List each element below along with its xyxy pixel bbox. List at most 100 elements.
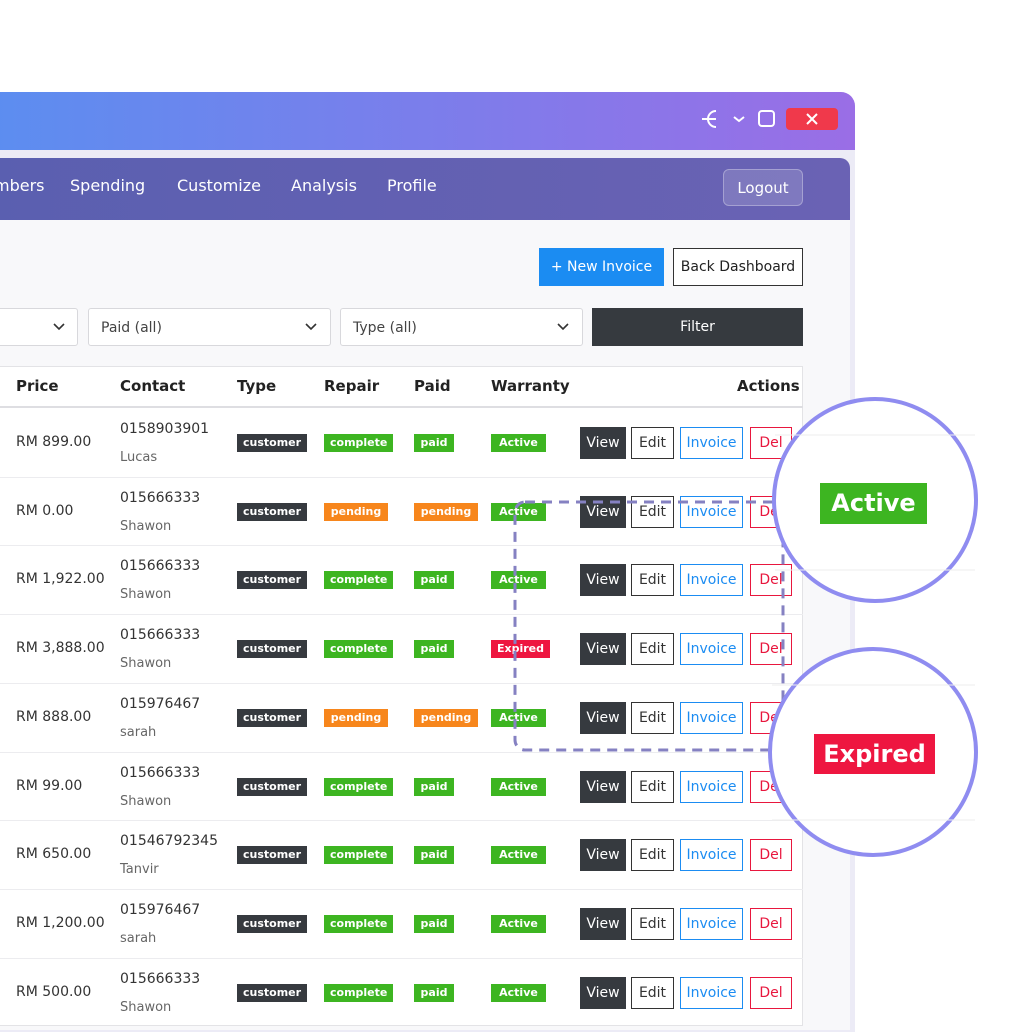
status-badge: customer [237,846,308,865]
status-badge: paid [414,434,454,452]
status-badge: complete [324,846,394,865]
status-badge: paid [414,640,454,659]
nav-item[interactable]: mbers [0,176,45,195]
price-cell: RM 3,888.00 [16,640,105,657]
nav-item[interactable]: Profile [387,176,437,195]
action-button[interactable]: Del [750,633,792,666]
status-badge: Active [491,434,546,452]
status-badge: customer [237,777,308,796]
filter-button[interactable]: Filter [592,308,803,346]
status-badge: pending [414,502,478,521]
contact-name: Shawon [120,656,172,672]
action-button[interactable]: Del [750,907,792,940]
contact-phone: 015666333 [120,764,201,781]
nav-item[interactable]: Customize [177,176,261,195]
action-button[interactable]: View [580,564,626,597]
status-badge: paid [414,777,454,796]
action-button[interactable]: Del [750,976,792,1009]
status-badge: Active [491,914,546,933]
action-button[interactable]: View [580,770,626,803]
action-button[interactable]: Invoice [680,427,743,459]
title-bar [0,92,855,150]
maximize-icon[interactable] [758,110,775,127]
action-button[interactable]: Edit [631,427,674,459]
table-header: Warranty [491,377,570,395]
table-header: Price [16,377,59,395]
contact-phone: 015666333 [120,970,201,987]
callout-badge: Expired [814,734,935,774]
action-button[interactable]: View [580,427,626,459]
select-arrow [557,323,569,331]
filter-select[interactable]: Type (all) [340,308,583,346]
price-cell: RM 0.00 [16,502,74,519]
status-badge: complete [324,777,394,796]
action-button[interactable]: View [580,839,626,872]
row-border [0,957,803,959]
contact-name: Shawon [120,587,172,603]
row-border [0,545,803,547]
status-badge: Expired [491,640,551,659]
minimize-icon[interactable] [733,116,745,123]
status-badge: customer [237,640,308,659]
action-button[interactable]: Invoice [680,770,743,803]
action-button[interactable]: Edit [631,633,674,666]
status-badge: pending [324,708,388,727]
status-badge: Active [491,846,546,865]
action-button[interactable]: Invoice [680,633,743,666]
action-button[interactable]: Edit [631,770,674,803]
nav-item[interactable]: Spending [70,176,146,195]
action-button[interactable]: View [580,976,626,1009]
back-dashboard-button[interactable]: Back Dashboard [673,248,803,286]
price-cell: RM 1,922.00 [16,571,105,588]
new-invoice-button[interactable]: + New Invoice [539,248,664,286]
contact-phone: 015976467 [120,695,201,712]
status-badge: complete [324,571,394,590]
action-button[interactable]: View [580,701,626,734]
contact-name: Shawon [120,793,172,809]
table-header: Actions [737,377,800,395]
select-empty[interactable] [0,308,78,346]
status-badge: paid [414,571,454,590]
select-arrow [53,323,65,331]
action-button[interactable]: Edit [631,976,674,1009]
price-cell: RM 1,200.00 [16,914,105,931]
status-badge: complete [324,914,394,933]
status-badge: customer [237,708,308,727]
action-button[interactable]: Edit [631,701,674,734]
logout-button[interactable]: Logout [723,169,803,206]
nav-item[interactable]: Analysis [291,176,357,195]
status-badge: customer [237,983,308,1002]
contact-name: Shawon [120,518,172,534]
action-button[interactable]: Del [750,839,792,872]
action-button[interactable]: Invoice [680,701,743,734]
theme-icon[interactable] [702,110,717,128]
action-button[interactable]: View [580,907,626,940]
select-arrow [305,323,317,331]
action-button[interactable]: Invoice [680,564,743,597]
price-cell: RM 99.00 [16,777,83,794]
row-border [0,614,803,616]
contact-phone: 015976467 [120,901,201,918]
highlight-box [513,500,785,752]
status-badge: paid [414,846,454,865]
status-badge: Active [491,502,546,521]
action-button[interactable]: Edit [631,564,674,597]
contact-name: sarah [120,930,157,946]
filter-select[interactable]: Paid (all) [88,308,331,346]
contact-name: Shawon [120,999,172,1015]
action-button[interactable]: Invoice [680,976,743,1009]
row-border [0,751,803,753]
table-header: Paid [414,377,451,395]
action-button[interactable]: Edit [631,839,674,872]
row-border [0,476,803,478]
contact-phone: 0158903901 [120,421,210,437]
contact-name: Lucas [120,450,158,465]
action-button[interactable]: View [580,633,626,666]
table-header: Type [237,377,277,395]
contact-phone: 01546792345 [120,833,218,850]
action-button[interactable]: Invoice [680,839,743,872]
callout-badge: Active [820,483,927,524]
action-button[interactable]: Invoice [680,907,743,940]
action-button[interactable]: Edit [631,907,674,940]
